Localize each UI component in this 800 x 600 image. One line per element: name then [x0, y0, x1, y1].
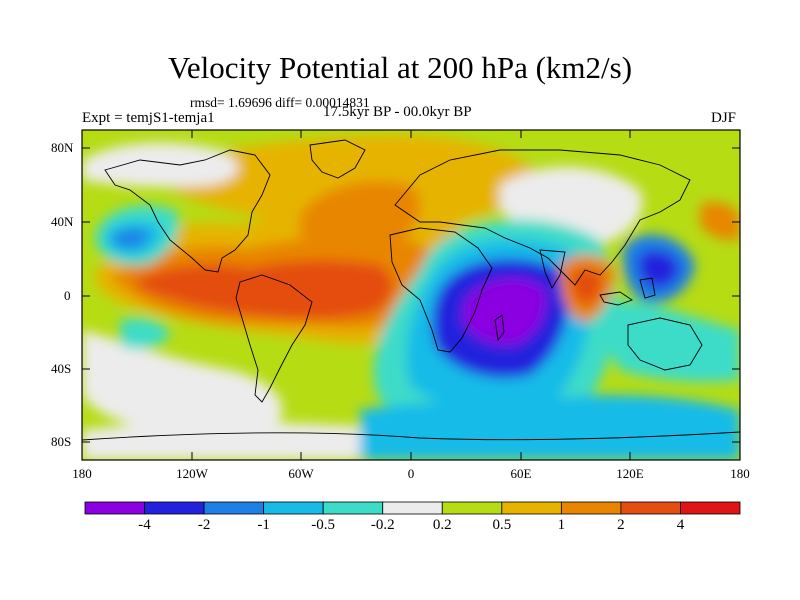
colorbar-swatch: [84, 501, 145, 515]
lat-label-80n: 80N: [51, 140, 74, 155]
colorbar-label: 1: [557, 517, 566, 533]
map-title: Velocity Potential at 200 hPa (km2/s): [167, 50, 633, 85]
period-label: 17.5kyr BP - 00.0kyr BP: [323, 104, 472, 120]
lat-label-40s: 40S: [51, 361, 72, 376]
colorbar-swatch: [144, 501, 205, 515]
colorbar: [84, 501, 741, 515]
lon-label-180e: 180: [730, 466, 750, 481]
colorbar-swatch: [203, 501, 265, 515]
colorbar-swatch: [560, 501, 622, 515]
colorbar-label: -0.2: [370, 517, 395, 533]
tick-marks: [81, 130, 741, 460]
colorbar-label: -1: [257, 517, 270, 533]
colorbar-swatch: [441, 501, 503, 515]
lat-label-40n: 40N: [51, 214, 74, 229]
colorbar-swatch: [322, 501, 384, 515]
lon-label-0: 0: [407, 466, 415, 481]
lat-label-0: 0: [64, 288, 71, 303]
stats-line: rmsd= 1.69696 diff= 0.00014831: [190, 95, 370, 110]
experiment-label: Expt = temjS1-temja1: [82, 110, 215, 126]
contour-field: [82, 130, 740, 460]
colorbar-label: -4: [138, 517, 151, 533]
lon-label-60w: 60W: [288, 466, 314, 481]
lon-label-120w: 120W: [176, 466, 208, 481]
colorbar-label: 0.2: [432, 517, 452, 533]
season-label: DJF: [711, 110, 737, 126]
colorbar-swatch: [382, 501, 443, 515]
colorbar-label: -0.5: [311, 517, 336, 533]
colorbar-swatch: [680, 501, 741, 515]
colorbar-swatch: [263, 501, 324, 515]
colorbar-label: 4: [676, 517, 685, 533]
coastlines: [82, 139, 740, 441]
colorbar-label: 0.5: [492, 517, 512, 533]
colorbar-label: 2: [617, 517, 625, 533]
colorbar-swatch: [620, 501, 681, 515]
colorbar-swatch: [501, 501, 562, 515]
lon-label-180w: 180: [72, 466, 92, 481]
colorbar-label: -2: [197, 517, 211, 533]
lon-label-120e: 120E: [616, 466, 644, 481]
lon-label-60e: 60E: [510, 466, 532, 481]
lat-label-80s: 80S: [51, 434, 72, 449]
